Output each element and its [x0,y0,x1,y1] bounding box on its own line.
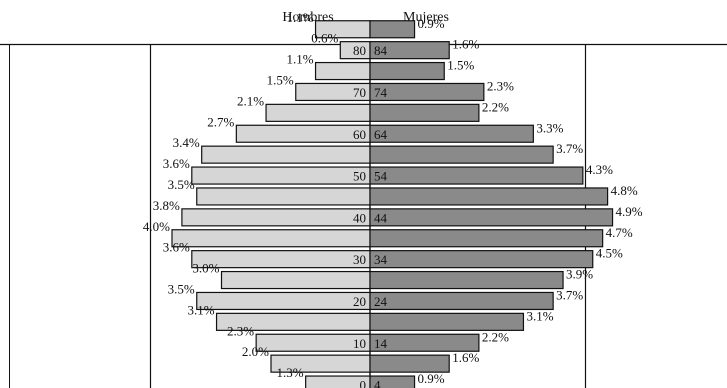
bar-mujeres-20-24 [369,291,554,311]
label-hombres-25-29: 3.0% [192,261,219,276]
bar-hombres-35-39 [171,229,371,248]
bar-mujeres-50-54 [369,166,584,185]
label-mujeres-35-39: 4.7% [606,225,633,240]
label-hombres-0-4: 1.3% [277,365,304,380]
bar-mujeres-55-59 [369,145,554,164]
age-tick-right: 24 [374,294,388,309]
bar-mujeres-30-34 [369,250,594,269]
label-mujeres-40-44: 4.9% [616,204,643,219]
age-tick-right: 74 [374,85,388,100]
bar-hombres-20-24 [196,291,371,311]
label-hombres-55-59: 3.4% [173,135,200,150]
label-hombres-30-34: 3.6% [163,240,190,255]
label-mujeres-20-24: 3.7% [556,287,583,302]
age-tick-left: 20 [353,294,366,309]
bar-hombres-50-54 [191,166,371,185]
bar-hombres-55-59 [201,145,371,164]
label-hombres-70-74: 1.5% [267,72,294,87]
age-tick-left: 60 [353,127,366,142]
label-hombres-85+: 1.1% [286,10,313,25]
label-mujeres-75-79: 1.5% [447,58,474,73]
label-hombres-50-54: 3.6% [163,156,190,171]
bar-hombres-45-49 [196,187,371,206]
age-tick-left: 40 [353,210,366,225]
bar-mujeres-5-9 [369,354,450,373]
label-hombres-80-84: 0.6% [311,31,338,46]
label-mujeres-30-34: 4.5% [596,246,623,261]
age-tick-right: 34 [374,252,388,267]
bar-hombres-60-64 [235,124,371,143]
label-hombres-15-19: 3.1% [187,302,214,317]
bar-mujeres-0-4 [369,375,416,388]
label-hombres-5-9: 2.0% [242,344,269,359]
bar-mujeres-65-69 [369,103,480,122]
label-mujeres-15-19: 3.1% [526,308,553,323]
age-tick-right: 14 [374,336,388,351]
age-tick-left: 80 [353,43,366,58]
label-hombres-65-69: 2.1% [237,93,264,108]
label-mujeres-50-54: 4.3% [586,162,613,177]
bar-mujeres-25-29 [369,270,564,290]
age-tick-right: 84 [374,43,388,58]
bar-mujeres-75-79 [369,61,445,81]
label-mujeres-85+: 0.9% [418,16,445,31]
label-mujeres-25-29: 3.9% [566,267,593,282]
label-mujeres-55-59: 3.7% [556,141,583,156]
label-mujeres-5-9: 1.6% [452,350,479,365]
age-tick-left: 0 [360,378,367,388]
age-tick-left: 10 [353,336,366,351]
age-tick-left: 30 [353,252,366,267]
bar-mujeres-40-44 [369,208,614,227]
bar-mujeres-85+ [369,20,416,39]
bar-mujeres-45-49 [369,187,609,206]
bar-hombres-25-29 [220,270,371,290]
bar-mujeres-80-84 [369,41,450,60]
age-tick-left: 50 [353,169,366,184]
label-hombres-60-64: 2.7% [207,114,234,129]
label-hombres-75-79: 1.1% [286,52,313,67]
label-mujeres-10-14: 2.2% [482,329,509,344]
bar-hombres-40-44 [181,208,371,227]
bar-mujeres-10-14 [369,333,480,352]
label-mujeres-80-84: 1.6% [452,37,479,52]
bar-mujeres-60-64 [369,124,534,143]
label-hombres-45-49: 3.5% [168,177,195,192]
bar-hombres-65-69 [265,103,371,122]
age-tick-right: 64 [374,127,388,142]
bar-mujeres-15-19 [369,312,525,331]
label-mujeres-0-4: 0.9% [418,371,445,386]
age-tick-right: 44 [374,210,388,225]
label-mujeres-60-64: 3.3% [536,120,563,135]
bar-mujeres-35-39 [369,229,604,248]
label-hombres-20-24: 3.5% [168,281,195,296]
age-tick-left: 70 [353,85,366,100]
label-hombres-40-44: 3.8% [153,198,180,213]
label-hombres-10-14: 2.3% [227,323,254,338]
label-mujeres-65-69: 2.2% [482,99,509,114]
label-mujeres-45-49: 4.8% [611,183,638,198]
age-tick-right: 54 [374,169,388,184]
label-mujeres-70-74: 2.3% [487,78,514,93]
bar-hombres-75-79 [314,61,371,81]
age-tick-right: 4 [374,378,381,388]
label-hombres-35-39: 4.0% [143,219,170,234]
bar-mujeres-70-74 [369,82,485,102]
